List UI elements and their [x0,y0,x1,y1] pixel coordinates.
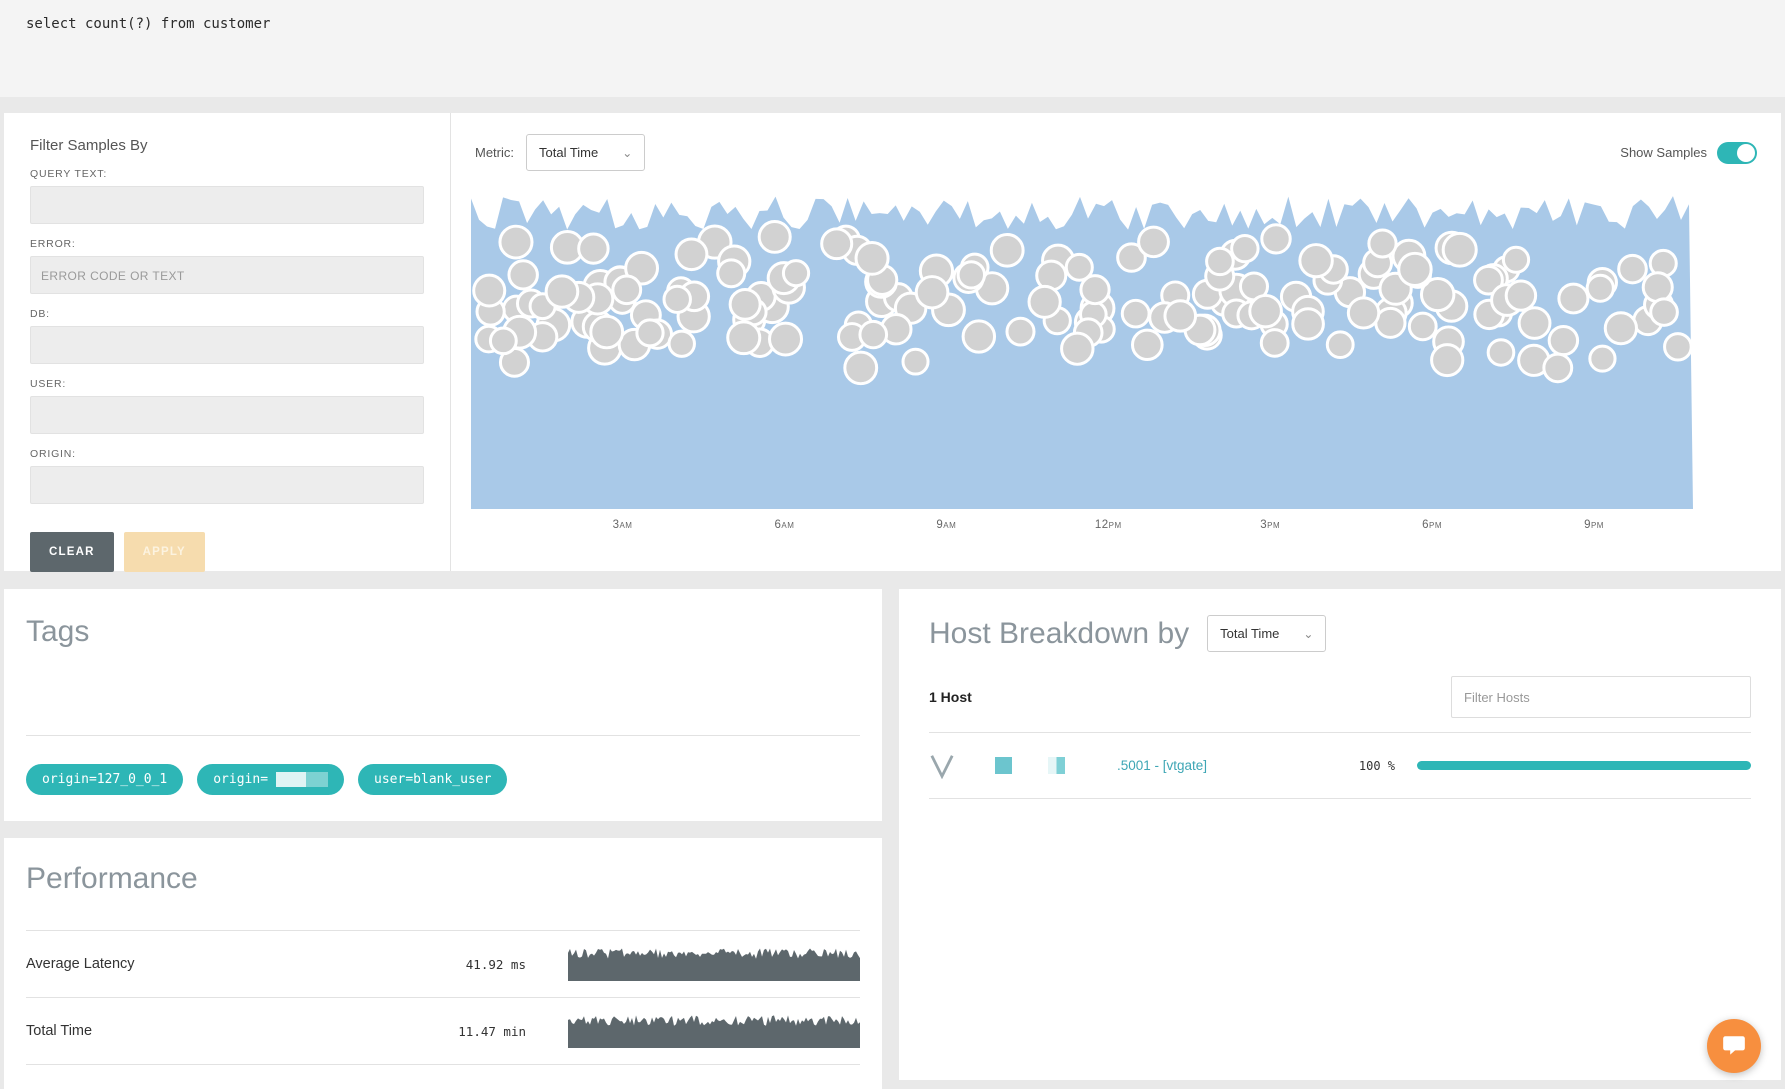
host-row: .5001 - [vtgate] 100 % [929,733,1751,799]
error-input[interactable] [30,256,424,294]
host-count: 1 Host [929,689,972,705]
performance-row: Total Time 11.47 min [26,998,860,1065]
show-samples-toggle[interactable] [1717,141,1757,164]
metric-sparkline [568,947,860,981]
tag-pill[interactable]: user=blank_user [358,764,508,795]
metric-name: Total Time [26,1023,93,1039]
user-label: USER: [30,378,67,390]
tag-text: user=blank_user [374,772,492,787]
tag-pill[interactable]: origin=127_0_0_1 [26,764,184,795]
host-bar [1417,761,1751,770]
chevron-down-icon: ⌄ [622,145,633,160]
filter-hosts-input[interactable] [1451,676,1751,718]
samples-chart[interactable] [471,191,1693,509]
redacted-block [306,772,329,787]
x-axis-tick: 9pm [1584,519,1604,531]
divider [26,735,860,736]
metric-name: Average Latency [26,956,135,972]
samples-panel: Filter Samples By QUERY TEXT: ERROR: DB:… [4,113,1781,572]
metric-dropdown-value: Total Time [539,145,599,160]
tags-card: Tags origin=127_0_0_1 origin= user=blank… [4,589,882,821]
query-text: select count(?) from customer [26,16,271,32]
tags-list: origin=127_0_0_1 origin= user=blank_user [26,764,860,795]
show-samples-control: Show Samples [1620,141,1757,164]
metric-label: Metric: [475,145,514,160]
x-axis-tick: 3pm [1260,519,1281,531]
filter-buttons: CLEAR APPLY [30,532,424,572]
x-axis-tick: 9am [936,519,957,531]
host-link[interactable]: .5001 - [vtgate] [1117,758,1208,773]
samples-chart-svg [471,196,1693,509]
host-sparkline-cell [995,757,1012,774]
filter-samples-pane: Filter Samples By QUERY TEXT: ERROR: DB:… [4,113,451,572]
divider [26,930,860,931]
show-samples-label: Show Samples [1620,145,1707,160]
toggle-knob [1737,143,1755,162]
tags-title: Tags [26,615,90,648]
performance-title: Performance [26,862,198,895]
host-metric-dropdown[interactable]: Total Time ⌄ [1207,615,1327,652]
host-metric-value: Total Time [1220,626,1280,641]
error-label: ERROR: [30,238,76,250]
host-subheader: 1 Host [929,676,1751,718]
origin-input[interactable] [30,466,424,504]
user-input[interactable] [30,396,424,434]
host-percent: 100 % [1358,758,1395,773]
x-axis-tick: 12pm [1094,519,1122,531]
bottom-row: Tags origin=127_0_0_1 origin= user=blank… [4,589,1781,1089]
db-input[interactable] [30,326,424,364]
tag-text: origin=127_0_0_1 [42,772,168,787]
metric-value: 11.47 min [458,1023,526,1039]
divider [929,732,1751,733]
chevron-down-icon: ⌄ [1303,626,1314,641]
tag-pill[interactable]: origin= [197,764,345,795]
query-text-label: QUERY TEXT: [30,168,108,180]
host-breakdown-header: Host Breakdown by Total Time ⌄ [929,615,1751,652]
x-axis-tick: 6pm [1422,519,1443,531]
x-axis-tick: 6am [774,519,795,531]
left-column: Tags origin=127_0_0_1 origin= user=blank… [4,589,882,1089]
x-axis-tick: 3am [612,519,633,531]
performance-card: Performance Average Latency 41.92 ms Tot… [4,838,882,1089]
performance-row: Average Latency 41.92 ms [26,931,860,998]
filter-pane-title: Filter Samples By [30,137,148,154]
host-breakdown-card: Host Breakdown by Total Time ⌄ 1 Host .5… [899,589,1781,1080]
vitess-logo-icon [930,754,954,779]
chart-header: Metric: Total Time ⌄ Show Samples [451,113,1781,171]
redacted-block [276,772,307,787]
samples-chart-pane: Metric: Total Time ⌄ Show Samples 3am 6am… [451,113,1781,571]
chat-launcher-button[interactable] [1707,1019,1761,1073]
metric-dropdown[interactable]: Total Time ⌄ [526,134,646,171]
chat-icon [1723,1036,1745,1055]
clear-button[interactable]: CLEAR [30,532,114,572]
metric-value: 41.92 ms [465,956,526,972]
host-breakdown-title: Host Breakdown by [929,616,1190,650]
host-bar-track [1417,761,1751,770]
metric-sparkline [568,1014,860,1048]
x-axis: 3am 6am 9am 12pm 3pm 6pm 9pm [471,519,1693,535]
tag-text: origin= [213,772,269,787]
host-sparkline-cell [1048,757,1065,774]
origin-label: ORIGIN: [30,448,76,460]
query-bar: select count(?) from customer [0,0,1785,97]
db-label: DB: [30,308,50,320]
query-text-input[interactable] [30,186,424,224]
apply-button[interactable]: APPLY [123,532,205,572]
